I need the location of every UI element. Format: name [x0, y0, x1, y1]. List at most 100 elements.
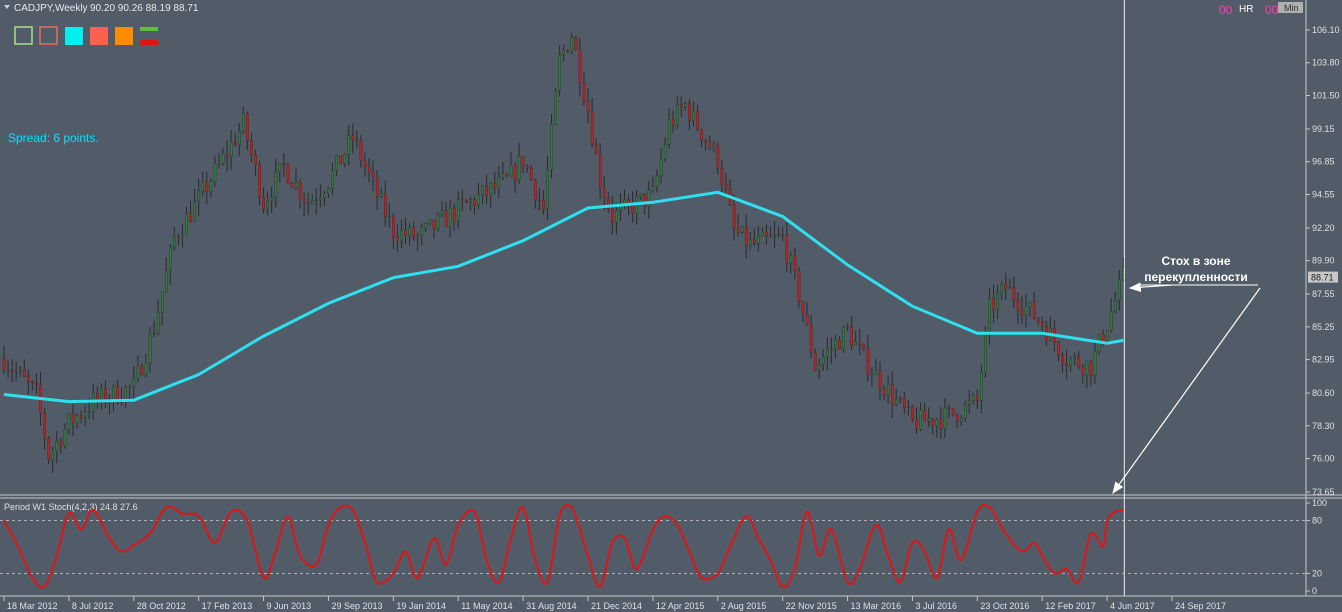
candle-body — [927, 418, 931, 422]
candle-body — [611, 208, 614, 223]
candle-body — [720, 167, 724, 185]
candle-body — [627, 199, 630, 204]
date-tick-label: 3 Jul 2016 — [915, 601, 957, 611]
candle-body — [104, 388, 107, 404]
candle-body — [562, 50, 566, 55]
toolbar-square-red-icon[interactable] — [90, 27, 108, 45]
candle-body — [558, 54, 562, 91]
candle-body — [465, 200, 468, 203]
candle-body — [765, 231, 768, 237]
candle-body — [339, 155, 343, 164]
candle-body — [185, 213, 188, 236]
candle-body — [156, 312, 160, 334]
candle-body — [432, 219, 436, 230]
price-tick-label: 106.10 — [1312, 25, 1340, 35]
candle-body — [250, 140, 253, 155]
date-tick-label: 21 Dec 2014 — [591, 601, 642, 611]
candle-body — [173, 236, 176, 247]
candle-body — [497, 177, 501, 189]
date-tick-label: 18 Mar 2012 — [7, 601, 58, 611]
candle-body — [688, 103, 691, 122]
candle-body — [911, 406, 914, 420]
time-axis: 18 Mar 2012 8 Jul 2012 28 Oct 2012 17 Feb 2… — [3, 596, 1226, 611]
price-tick-label: 78.30 — [1312, 421, 1335, 431]
candle-body — [976, 395, 979, 401]
candle-body — [302, 198, 306, 203]
toolbar-square-orange-icon[interactable] — [115, 27, 133, 45]
candle-body — [35, 382, 38, 386]
candle-body — [692, 110, 695, 122]
candle-body — [469, 199, 472, 203]
price-tick-label: 96.85 — [1312, 157, 1335, 167]
candle-body — [890, 384, 894, 405]
candle-body — [1008, 287, 1012, 290]
candle-body — [1032, 301, 1036, 319]
toolbar-square-outline-green-icon[interactable] — [14, 26, 33, 45]
price-tick-label: 89.90 — [1312, 256, 1335, 266]
candle-body — [582, 83, 586, 102]
candle-body — [603, 188, 606, 199]
annotation-arrow-left — [1128, 282, 1173, 293]
candle-body — [201, 182, 205, 191]
candle-body — [75, 415, 79, 424]
candle-body — [1000, 283, 1004, 294]
spread-label: Spread: 6 points. — [8, 131, 99, 145]
candle-body — [854, 341, 858, 346]
candle-body — [574, 37, 578, 51]
top-right-indicators: 00 HR 00 Min — [1219, 2, 1303, 17]
date-tick-label: 28 Oct 2012 — [137, 601, 186, 611]
price-tick-label: 80.60 — [1312, 388, 1335, 398]
candle-body — [116, 385, 119, 403]
candle-body — [306, 201, 310, 205]
candle-body — [744, 226, 748, 247]
candle-body — [915, 419, 918, 430]
candle-body — [1077, 356, 1081, 368]
min-label: Min — [1284, 3, 1299, 13]
candle-body — [327, 188, 330, 194]
candle-body — [740, 226, 744, 233]
candle-body — [785, 234, 789, 264]
toolbar-square-outline-red-icon[interactable] — [39, 26, 58, 45]
stoch-label: Period W1 Stoch(4,2,3) 24.8 27.6 — [4, 502, 138, 512]
candle-body — [761, 231, 764, 237]
candle-body — [96, 393, 99, 400]
candle-body — [671, 119, 675, 126]
price-tick-label: 94.55 — [1312, 189, 1335, 199]
candle-body — [254, 154, 257, 166]
toolbar-icons[interactable] — [14, 26, 158, 45]
candle-body — [23, 369, 26, 377]
candle-body — [270, 197, 274, 202]
candle-body — [704, 140, 708, 143]
candle-body — [197, 190, 201, 202]
candle-body — [359, 140, 363, 161]
candle-body — [590, 111, 594, 145]
stoch-tick-label: 20 — [1312, 568, 1322, 578]
candle-body — [878, 369, 882, 390]
current-price-tag: 88.71 — [1308, 271, 1338, 283]
candle-body — [586, 101, 590, 113]
candle-body — [813, 352, 817, 371]
candle-body — [1020, 309, 1024, 315]
candle-body — [375, 176, 379, 197]
candle-body — [10, 369, 14, 372]
candle-body — [822, 356, 825, 365]
candle-body — [258, 164, 261, 198]
min-button[interactable] — [1278, 2, 1303, 13]
price-tick-label: 87.55 — [1312, 289, 1335, 299]
candle-body — [598, 153, 602, 189]
candle-body — [1114, 299, 1117, 312]
toolbar-square-cyan-icon[interactable] — [65, 27, 83, 45]
dropdown-triangle-icon[interactable] — [4, 5, 10, 9]
candle-body — [1016, 300, 1020, 311]
candle-body — [874, 369, 878, 375]
candle-body — [846, 326, 849, 328]
candle-body — [1036, 318, 1040, 322]
candle-body — [882, 388, 886, 396]
toolbar-bars-icon[interactable] — [140, 27, 158, 45]
candle-body — [777, 234, 781, 236]
candle-body — [899, 397, 902, 400]
candle-body — [63, 429, 67, 447]
annotation: Стох в зоне перекупленности — [1112, 254, 1261, 494]
candle-body — [152, 333, 156, 335]
